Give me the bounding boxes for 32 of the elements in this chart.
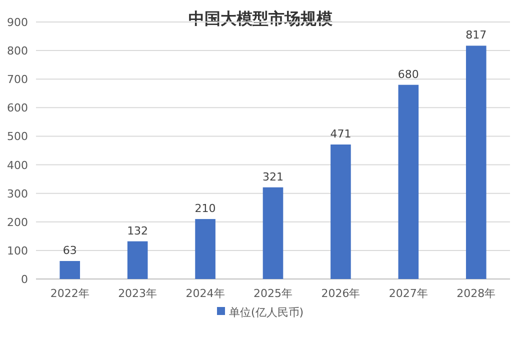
x-tick-label: 2024年 [186,287,225,300]
data-label: 210 [194,202,216,216]
x-tick-label: 2026年 [321,287,360,300]
y-tick-label: 200 [7,216,28,229]
y-tick-label: 500 [7,130,28,144]
bar [398,84,419,279]
x-tick-label: 2022年 [50,287,90,300]
data-label: 321 [262,170,284,184]
y-tick-label: 700 [7,73,28,86]
bar [127,241,148,279]
bar [330,144,351,279]
bar [195,219,216,279]
y-tick-label: 800 [7,44,28,58]
data-label: 817 [466,28,487,42]
x-tick-label: 2023年 [118,287,158,300]
y-tick-label: 600 [7,102,28,115]
data-label: 63 [62,244,77,258]
legend-label: 单位(亿人民币) [229,306,304,319]
x-tick-label: 2025年 [254,287,292,300]
y-tick-label: 400 [7,158,28,172]
x-tick-label: 2028年 [456,287,496,300]
y-tick-label: 300 [7,187,28,200]
x-tick-label: 2027年 [388,287,428,300]
bar [262,187,284,279]
bar [60,261,80,279]
y-tick-label: 0 [21,273,28,286]
y-tick-label: 900 [7,16,28,29]
data-label: 471 [330,128,352,141]
data-label: 132 [127,224,148,238]
bar [466,46,486,279]
y-tick-label: 100 [7,244,28,258]
data-label: 680 [398,68,419,81]
